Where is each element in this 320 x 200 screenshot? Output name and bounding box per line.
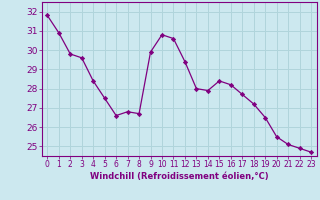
X-axis label: Windchill (Refroidissement éolien,°C): Windchill (Refroidissement éolien,°C) — [90, 172, 268, 181]
